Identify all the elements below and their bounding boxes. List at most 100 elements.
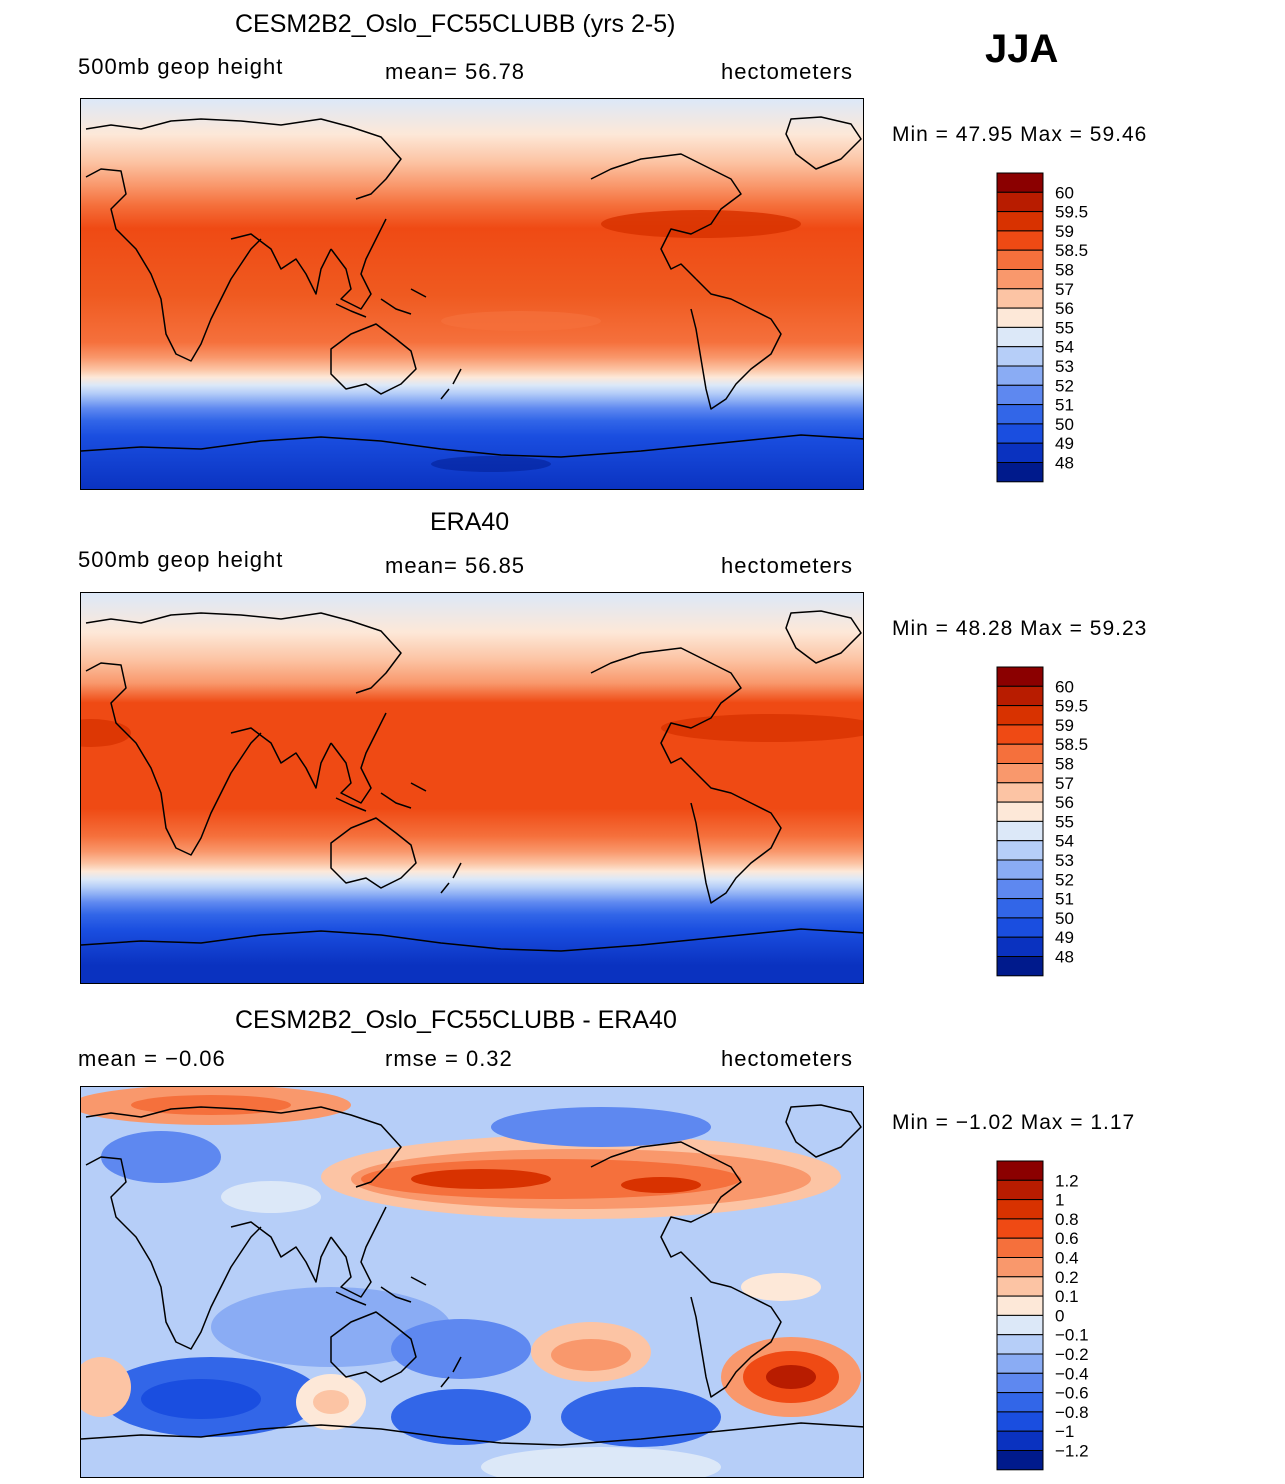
colorbar-tick-label: 51	[1055, 890, 1074, 909]
colorbar-tick-label: 48	[1055, 948, 1074, 967]
colorbar-tick-label: 51	[1055, 396, 1074, 415]
colorbar-box	[996, 462, 1044, 483]
panel-diff-title: CESM2B2_Oslo_FC55CLUBB - ERA40	[235, 1006, 677, 1034]
colorbar-box	[996, 1199, 1044, 1220]
colorbar-tick-label: 50	[1055, 909, 1074, 928]
colorbar-box	[996, 1372, 1044, 1394]
colorbar-tick-label: 52	[1055, 870, 1074, 889]
panel-obs-variable-label: 500mb geop height	[78, 547, 284, 572]
panel-model-mean-label: mean= 56.78	[385, 59, 526, 84]
panel-obs-colorbar: 60 59.5 59 58.5 58 57 56 55 54 53 52 51 50 49 48	[996, 666, 1088, 977]
colorbar-box	[996, 936, 1044, 958]
panel-obs-map-svg	[81, 593, 863, 983]
colorbar-tick-label: 53	[1055, 357, 1074, 376]
colorbar-box	[996, 1334, 1044, 1355]
colorbar-box	[996, 1411, 1044, 1432]
colorbar-box	[996, 1353, 1044, 1374]
colorbar-tick-label: 58.5	[1055, 241, 1088, 260]
panel-model-variable-label: 500mb geop height	[78, 54, 284, 79]
colorbar-box	[996, 1276, 1044, 1297]
colorbar-tick-label: 58	[1055, 755, 1074, 774]
colorbar-tick-label: 0.2	[1055, 1268, 1079, 1287]
colorbar-tick-label: −0.8	[1055, 1403, 1089, 1422]
colorbar-tick-label: 52	[1055, 376, 1074, 395]
colorbar-tick-label: −0.6	[1055, 1384, 1089, 1403]
colorbar-box	[996, 1237, 1044, 1258]
colorbar-box	[996, 1295, 1044, 1316]
panel-diff-map	[80, 1086, 864, 1478]
colorbar-tick-label: 0.6	[1055, 1229, 1079, 1248]
panel-model-title: CESM2B2_Oslo_FC55CLUBB (yrs 2-5)	[235, 10, 676, 38]
colorbar-box	[996, 878, 1044, 900]
colorbar-box	[996, 1257, 1044, 1278]
panel-model-units-label: hectometers	[721, 59, 854, 84]
colorbar-box	[996, 346, 1044, 367]
colorbar-box	[996, 249, 1044, 270]
colorbar-tick-label: 59	[1055, 716, 1074, 735]
panel-obs-title: ERA40	[430, 508, 510, 536]
colorbar-tick-label: 0.1	[1055, 1287, 1079, 1306]
colorbar-tick-label: 54	[1055, 338, 1074, 357]
colorbar-box	[996, 191, 1044, 213]
panel-diff-mean-label: mean = −0.06	[78, 1046, 226, 1071]
panel-model-minmax: Min = 47.95 Max = 59.46	[892, 123, 1148, 146]
colorbar-box	[996, 956, 1044, 977]
colorbar-box	[996, 365, 1044, 386]
colorbar-box	[996, 1430, 1044, 1452]
panel-diff-colorbar: 1.2 1 0.8 0.6 0.4 0.2 0.1 0 −0.1 −0.2 −0.4 −0.6 −0.8…	[996, 1160, 1089, 1471]
colorbar-box	[996, 859, 1044, 880]
colorbar-box	[996, 211, 1044, 232]
colorbar-tick-label: 0	[1055, 1306, 1064, 1325]
colorbar-tick-label: 60	[1055, 183, 1074, 202]
colorbar-box	[996, 172, 1044, 193]
colorbar-box	[996, 1450, 1044, 1471]
colorbar-box	[996, 1314, 1044, 1336]
colorbar-tick-label: 57	[1055, 280, 1074, 299]
colorbar-tick-label: −1.2	[1055, 1442, 1089, 1461]
panel-obs-minmax: Min = 48.28 Max = 59.23	[892, 617, 1148, 640]
colorbar-tick-label: 53	[1055, 851, 1074, 870]
panel-obs-map	[80, 592, 864, 984]
colorbar-box	[996, 820, 1044, 842]
colorbar-tick-label: 56	[1055, 299, 1074, 318]
colorbar-box	[996, 705, 1044, 726]
colorbar-box	[996, 898, 1044, 919]
colorbar-box	[996, 288, 1044, 309]
colorbar-box	[996, 230, 1044, 251]
colorbar-tick-label: −0.2	[1055, 1345, 1089, 1364]
colorbar-box	[996, 840, 1044, 861]
colorbar-box	[996, 1218, 1044, 1239]
panel-model-colorbar: 60 59.5 59 58.5 58 57 56 55 54 53 52 51 50 49 48	[996, 172, 1088, 483]
panel-diff-colorbar-svg: 1.210.80.60.40.20.10−0.1−0.2−0.4−0.6−0.8…	[996, 1160, 1089, 1471]
colorbar-box	[996, 666, 1044, 687]
colorbar-tick-label: 58.5	[1055, 735, 1088, 754]
colorbar-box	[996, 724, 1044, 745]
panel-model-map-svg	[81, 99, 863, 489]
panel-obs-units-label: hectometers	[721, 553, 854, 578]
colorbar-tick-label: 0.8	[1055, 1210, 1079, 1229]
panel-diff-units-label: hectometers	[721, 1046, 854, 1071]
colorbar-box	[996, 326, 1044, 348]
colorbar-tick-label: 48	[1055, 454, 1074, 473]
panel-diff-minmax: Min = −1.02 Max = 1.17	[892, 1111, 1136, 1134]
colorbar-box	[996, 743, 1044, 764]
colorbar-tick-label: 54	[1055, 832, 1074, 851]
colorbar-box	[996, 917, 1044, 938]
colorbar-box	[996, 1179, 1044, 1201]
colorbar-tick-label: 60	[1055, 677, 1074, 696]
colorbar-tick-label: 59	[1055, 222, 1074, 241]
colorbar-tick-label: 57	[1055, 774, 1074, 793]
colorbar-box	[996, 763, 1044, 784]
panel-diff-rmse-label: rmse = 0.32	[385, 1046, 513, 1071]
colorbar-box	[996, 685, 1044, 707]
colorbar-tick-label: 59.5	[1055, 697, 1088, 716]
colorbar-tick-label: 50	[1055, 415, 1074, 434]
colorbar-tick-label: 55	[1055, 318, 1074, 337]
panel-obs-mean-label: mean= 56.85	[385, 553, 526, 578]
colorbar-box	[996, 423, 1044, 444]
colorbar-tick-label: −0.1	[1055, 1326, 1089, 1345]
colorbar-box	[996, 782, 1044, 803]
colorbar-box	[996, 1160, 1044, 1181]
